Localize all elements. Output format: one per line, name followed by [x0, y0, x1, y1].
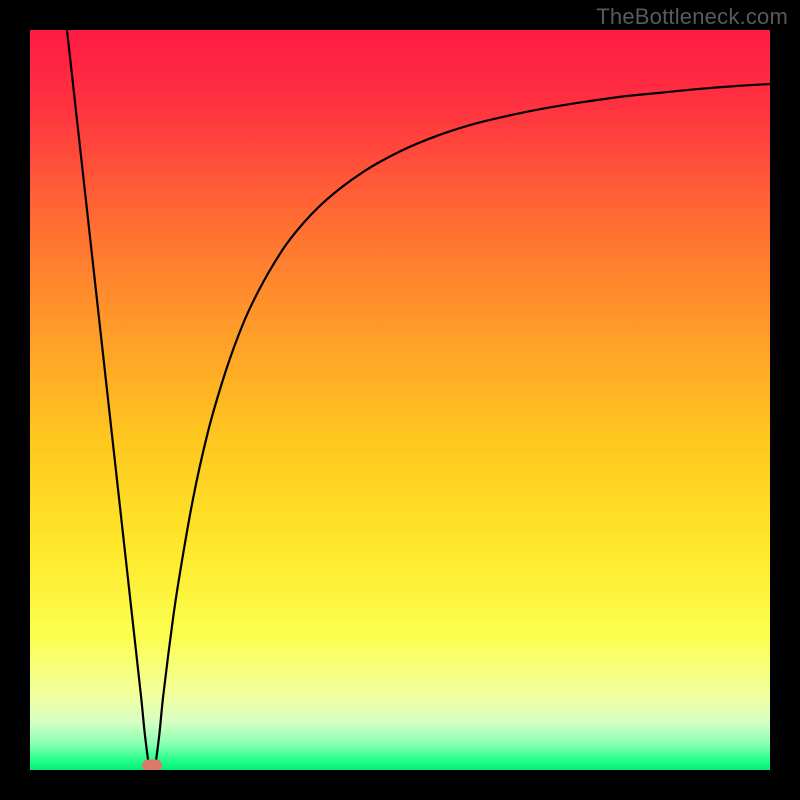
plot-background — [30, 30, 770, 770]
optimal-point-marker — [142, 760, 161, 771]
chart-container: TheBottleneck.com — [0, 0, 800, 800]
bottleneck-curve-chart — [0, 0, 800, 800]
watermark-text: TheBottleneck.com — [596, 4, 788, 30]
